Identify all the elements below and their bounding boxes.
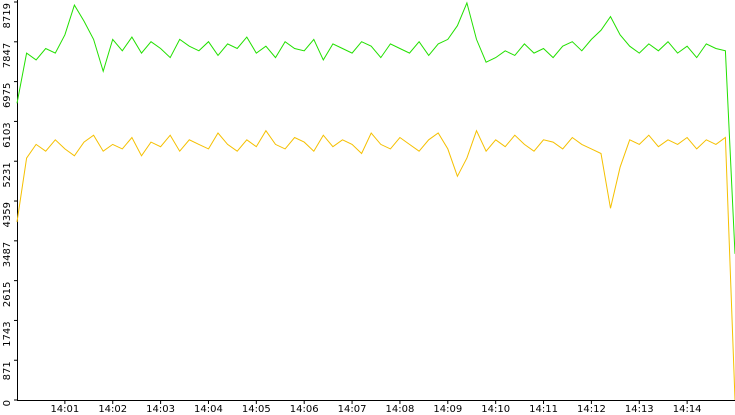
- series-line: [16, 1, 735, 254]
- x-tick-label: 14:06: [290, 404, 319, 415]
- x-tick-label: 14:08: [386, 404, 415, 415]
- y-tick-label: 8719: [2, 3, 13, 28]
- x-tick-label: 14:14: [673, 404, 702, 415]
- x-tick-label: 14:13: [625, 404, 654, 415]
- x-tick-label: 14:11: [529, 404, 558, 415]
- x-tick-label: 14:04: [194, 404, 223, 415]
- y-tick-label: 0: [2, 400, 13, 406]
- x-tick-label: 14:10: [481, 404, 510, 415]
- y-tick-label: 2615: [2, 282, 13, 307]
- y-tick-label: 6975: [2, 83, 13, 108]
- x-tick-label: 14:05: [242, 404, 271, 415]
- x-tick-label: 14:09: [433, 404, 462, 415]
- y-tick-label: 3487: [2, 242, 13, 267]
- x-tick-label: 14:03: [146, 404, 175, 415]
- x-tick-label: 14:02: [98, 404, 127, 415]
- y-tick-label: 4359: [2, 202, 13, 227]
- x-tick-label: 14:12: [577, 404, 606, 415]
- y-tick-label: 5231: [2, 162, 13, 187]
- y-tick-label: 1743: [2, 321, 13, 346]
- series-line: [16, 129, 735, 401]
- y-tick-label: 871: [2, 361, 13, 380]
- y-tick-label: 6103: [2, 122, 13, 147]
- y-tick-label: 7847: [2, 43, 13, 68]
- x-tick-label: 14:01: [50, 404, 79, 415]
- x-tick-label: 14:07: [338, 404, 367, 415]
